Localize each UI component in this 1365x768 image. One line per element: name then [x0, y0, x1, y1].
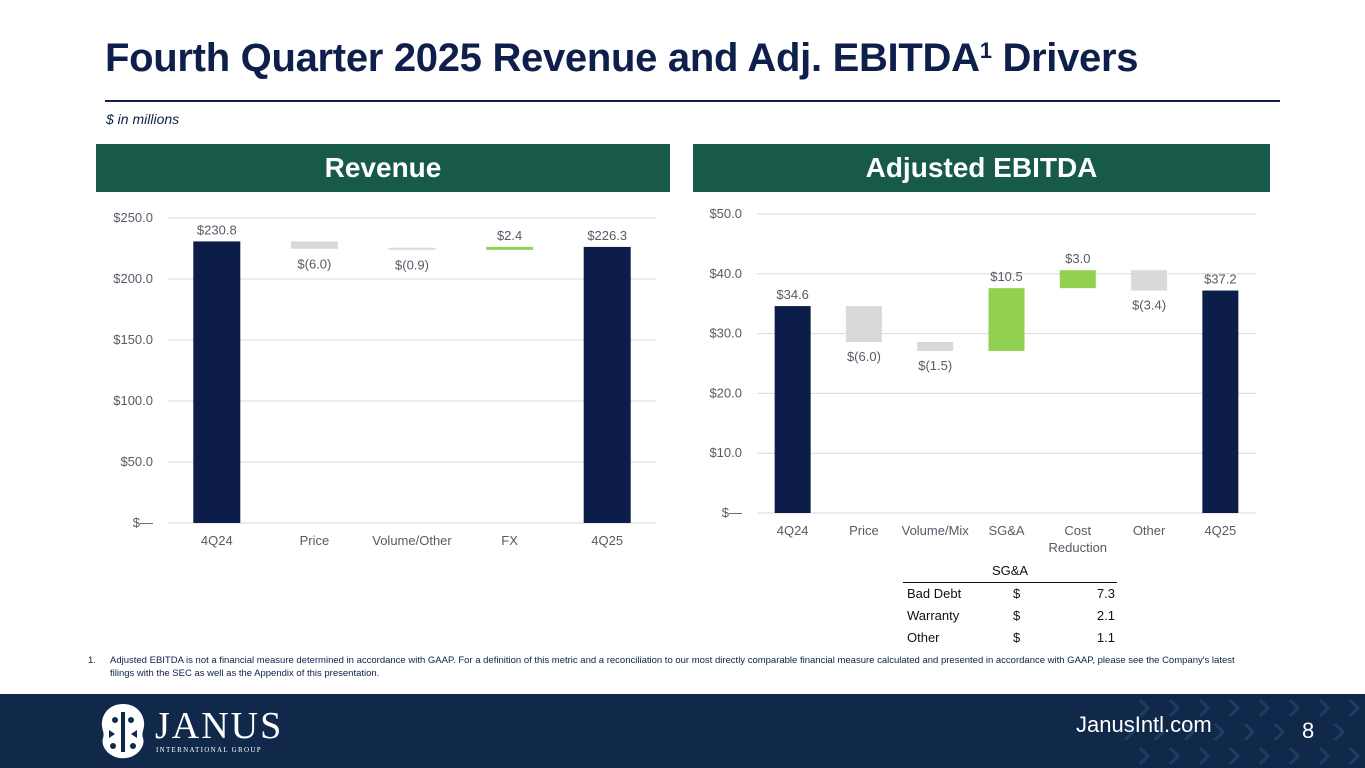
page-number: 8	[1302, 718, 1315, 743]
y-tick-label: $50.0	[120, 454, 153, 469]
data-label: $37.2	[1204, 272, 1237, 287]
data-label: $(3.4)	[1132, 298, 1166, 313]
data-label: $3.0	[1065, 251, 1090, 266]
sga-row-label: Warranty	[907, 607, 960, 623]
x-tick-label: 4Q24	[777, 523, 809, 538]
footnote: 1. Adjusted EBITDA is not a financial me…	[88, 654, 1238, 680]
page-title-text: Fourth Quarter 2025 Revenue and Adj. EBI…	[105, 36, 980, 80]
data-label: $226.3	[587, 228, 627, 243]
sga-row-currency: $	[1013, 607, 1021, 623]
sga-table-header: SG&A	[903, 560, 1117, 583]
website-text: JanusIntl.com	[1076, 712, 1212, 737]
units-note: $ in millions	[106, 111, 180, 127]
revenue-panel-header: Revenue	[96, 144, 670, 192]
janus-logo-icon	[101, 704, 145, 759]
y-tick-label: $250.0	[113, 210, 153, 225]
waterfall-bar	[774, 306, 811, 513]
sga-row-label: Bad Debt	[907, 585, 962, 601]
data-label: $34.6	[776, 287, 809, 302]
waterfall-bar	[193, 241, 241, 523]
sga-row-value: 1.1	[1096, 629, 1115, 645]
waterfall-bar	[1202, 290, 1239, 513]
sga-table-header-row: SG&A	[903, 560, 1117, 583]
sga-row-currency: $	[1013, 585, 1021, 601]
waterfall-bar	[988, 288, 1025, 351]
y-tick-label: $200.0	[113, 271, 153, 286]
sga-breakdown-table: SG&A Bad Debt $ 7.3 Warranty $ 2.1 Other…	[903, 560, 1117, 648]
x-tick-label: Price	[849, 523, 879, 538]
y-tick-label: $50.0	[709, 206, 742, 221]
y-tick-label: $20.0	[709, 385, 742, 400]
x-tick-label: Price	[300, 533, 330, 548]
table-row: Bad Debt $ 7.3	[903, 582, 1117, 604]
data-label: $(6.0)	[847, 349, 881, 364]
waterfall-bar	[1059, 270, 1096, 289]
x-tick-label: Cost	[1064, 523, 1091, 538]
y-tick-label: $10.0	[709, 445, 742, 460]
x-tick-label: Other	[1133, 523, 1166, 538]
y-tick-label: $100.0	[113, 393, 153, 408]
y-tick-label: $40.0	[709, 266, 742, 281]
footer-chevron-pattern	[1123, 698, 1361, 766]
x-tick-label: 4Q25	[1204, 523, 1236, 538]
y-tick-label: $—	[133, 515, 153, 530]
page-title-suffix: Drivers	[991, 36, 1139, 80]
title-footnote-marker: 1	[979, 38, 992, 63]
janus-logo-wordmark: JANUS	[155, 705, 284, 747]
footnote-number: 1.	[88, 655, 96, 666]
y-tick-label: $—	[722, 505, 742, 520]
data-label: $10.5	[990, 269, 1023, 284]
x-tick-label: Volume/Other	[372, 533, 452, 548]
waterfall-bar	[290, 241, 338, 249]
sga-row-value: 2.1	[1096, 607, 1115, 623]
data-label: $230.8	[197, 222, 237, 237]
waterfall-bar	[486, 246, 534, 250]
waterfall-bar	[583, 246, 631, 523]
table-row: Warranty $ 2.1	[903, 604, 1117, 626]
sga-row-currency: $	[1013, 629, 1021, 645]
ebitda-panel-header: Adjusted EBITDA	[693, 144, 1270, 192]
waterfall-bar	[1131, 270, 1168, 291]
janus-logo-subtitle: INTERNATIONAL GROUP	[156, 746, 262, 754]
data-label: $2.4	[497, 228, 522, 243]
x-tick-label: 4Q25	[591, 533, 623, 548]
x-tick-label: Volume/Mix	[902, 523, 970, 538]
data-label: $(6.0)	[297, 257, 331, 272]
footnote-text: Adjusted EBITDA is not a financial measu…	[110, 655, 1235, 679]
y-tick-label: $30.0	[709, 326, 742, 341]
footer-bar	[0, 694, 1365, 768]
title-divider	[105, 100, 1280, 102]
x-tick-label: FX	[501, 533, 518, 548]
waterfall-bar	[845, 306, 882, 342]
data-label: $(0.9)	[395, 258, 429, 273]
data-label: $(1.5)	[918, 358, 952, 373]
y-tick-label: $150.0	[113, 332, 153, 347]
table-row: Other $ 1.1	[903, 626, 1117, 648]
x-tick-label: SG&A	[988, 523, 1024, 538]
sga-row-value: 7.3	[1096, 585, 1115, 601]
sga-row-label: Other	[907, 629, 940, 645]
waterfall-bar	[917, 341, 954, 351]
page-title: Fourth Quarter 2025 Revenue and Adj. EBI…	[105, 36, 1139, 81]
x-tick-label: Reduction	[1049, 540, 1108, 555]
x-tick-label: 4Q24	[201, 533, 233, 548]
waterfall-bar	[388, 247, 436, 250]
